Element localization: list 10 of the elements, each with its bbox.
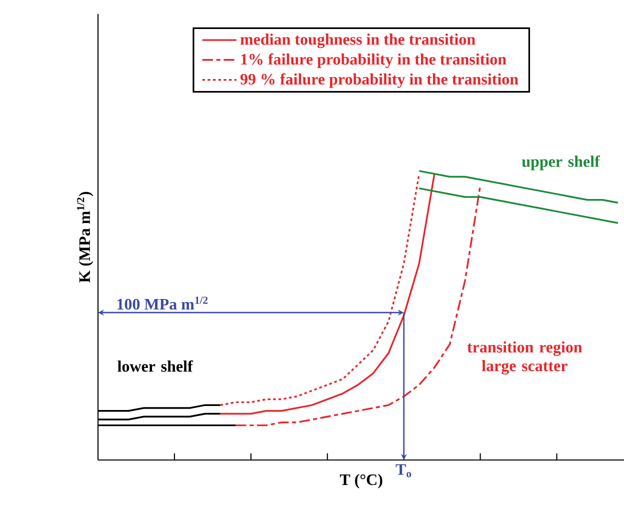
legend-label: 1% failure probability in the transition — [241, 53, 506, 68]
annotation: 100 MPa m$^{1/2}$ — [118, 296, 208, 310]
text: T$_{o}$ — [396, 464, 412, 478]
legend-label: 99 % failure probability in the transition — [240, 73, 518, 88]
text: upper shelf — [522, 156, 600, 170]
x-axis-title: T (°C) — [340, 474, 382, 488]
annotation: lower shelf — [118, 360, 193, 372]
y-axis-title: K (MPa m$^{1/2}$) — [77, 192, 94, 283]
annotation: transition region large scatter — [467, 341, 582, 375]
legend-label: median toughness in the transition — [240, 34, 476, 48]
